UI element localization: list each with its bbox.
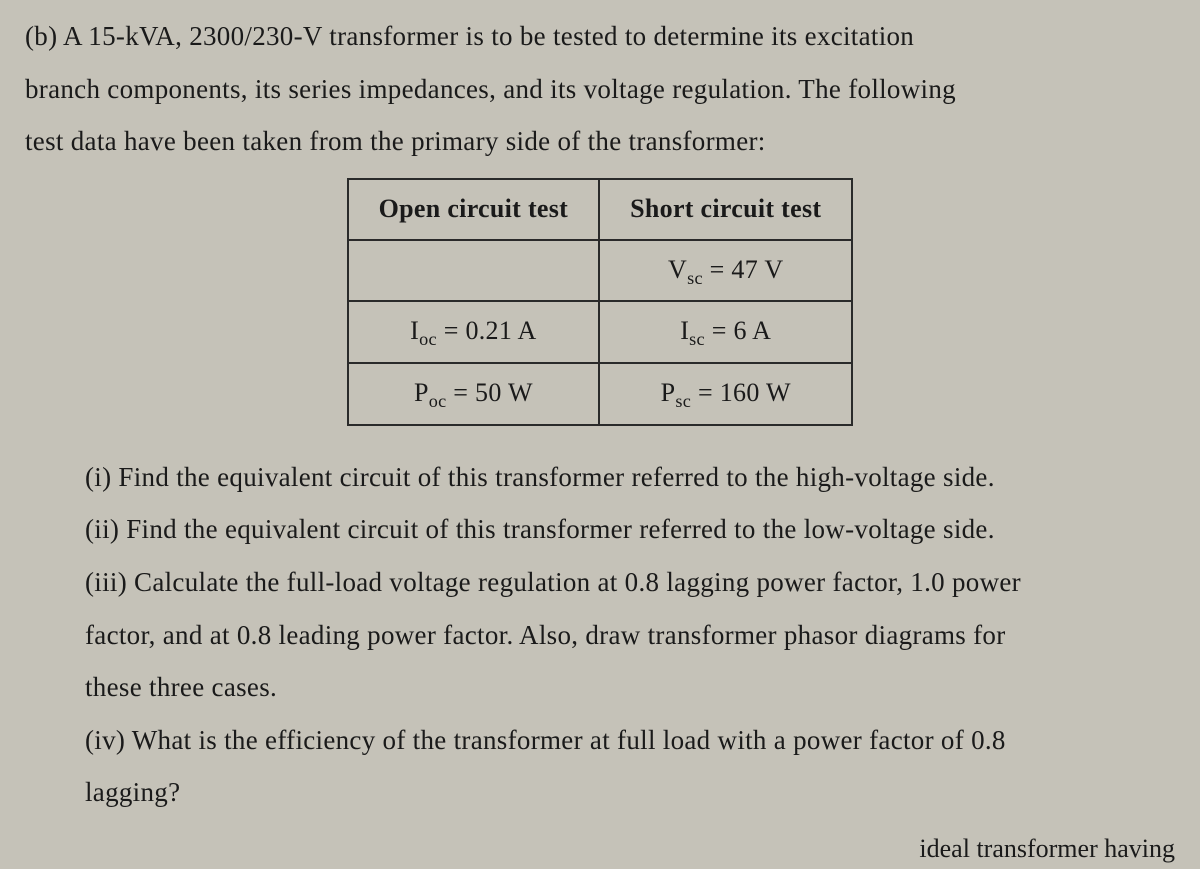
- table-cell-isc: Isc = 6 A: [599, 301, 852, 363]
- intro-line-2: branch components, its series impedances…: [25, 63, 1175, 116]
- question-4-line1: (iv) What is the efficiency of the trans…: [85, 714, 1175, 767]
- table-cell-empty: [348, 240, 599, 302]
- test-data-table: Open circuit test Short circuit test Vsc…: [347, 178, 854, 426]
- intro-line-1: (b) A 15-kVA, 2300/230-V transformer is …: [25, 10, 1175, 63]
- table-cell-psc: Psc = 160 W: [599, 363, 852, 425]
- question-4-line2: lagging?: [85, 766, 1175, 819]
- page-fragment-text: ideal transformer having: [919, 834, 1175, 864]
- table-header-oc: Open circuit test: [348, 179, 599, 240]
- question-3-line2: factor, and at 0.8 leading power factor.…: [85, 609, 1175, 662]
- question-3-line3: these three cases.: [85, 661, 1175, 714]
- intro-line-3: test data have been taken from the prima…: [25, 115, 1175, 168]
- test-data-table-container: Open circuit test Short circuit test Vsc…: [25, 178, 1175, 426]
- problem-statement: (b) A 15-kVA, 2300/230-V transformer is …: [25, 10, 1175, 819]
- table-cell-poc: Poc = 50 W: [348, 363, 599, 425]
- table-cell-ioc: Ioc = 0.21 A: [348, 301, 599, 363]
- table-header-sc: Short circuit test: [599, 179, 852, 240]
- question-1: (i) Find the equivalent circuit of this …: [85, 451, 1175, 504]
- questions-block: (i) Find the equivalent circuit of this …: [25, 451, 1175, 819]
- table-cell-vsc: Vsc = 47 V: [599, 240, 852, 302]
- question-3-line1: (iii) Calculate the full-load voltage re…: [85, 556, 1175, 609]
- question-2: (ii) Find the equivalent circuit of this…: [85, 503, 1175, 556]
